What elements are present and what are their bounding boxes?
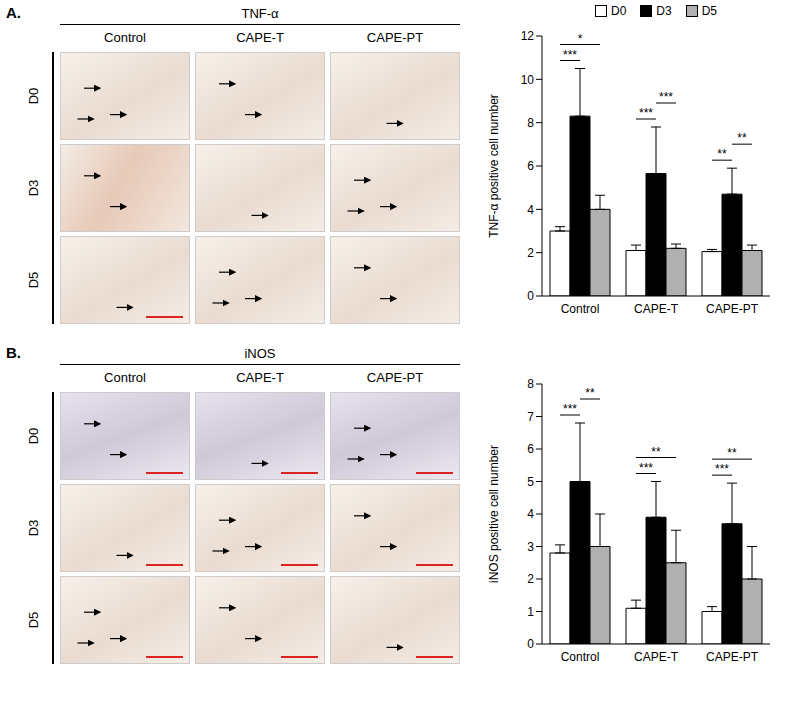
svg-text:6: 6 bbox=[527, 442, 534, 456]
svg-text:4: 4 bbox=[527, 203, 534, 217]
html-text:D0: D0 bbox=[26, 87, 41, 105]
svg-text:7: 7 bbox=[527, 410, 534, 424]
html-text:Control: Control bbox=[104, 30, 146, 45]
svg-text:CAPE-PT: CAPE-PT bbox=[706, 650, 759, 664]
html-text:D0: D0 bbox=[611, 4, 627, 18]
svg-text:10: 10 bbox=[521, 73, 535, 87]
html-text:iNOS: iNOS bbox=[244, 346, 276, 361]
svg-text:8: 8 bbox=[527, 377, 534, 391]
svg-text:3: 3 bbox=[527, 540, 534, 554]
html-text:TNF-α: TNF-α bbox=[241, 6, 279, 21]
svg-text:**: ** bbox=[651, 445, 661, 459]
svg-text:6: 6 bbox=[527, 159, 534, 173]
svg-text:iNOS positive cell number: iNOS positive cell number bbox=[487, 445, 501, 583]
svg-text:*: * bbox=[578, 32, 583, 46]
svg-text:***: *** bbox=[563, 402, 577, 416]
svg-text:8: 8 bbox=[527, 116, 534, 130]
svg-text:**: ** bbox=[727, 446, 737, 460]
html-text:D3: D3 bbox=[656, 4, 672, 18]
html-text:D3: D3 bbox=[26, 179, 41, 197]
svg-text:CAPE-PT: CAPE-PT bbox=[706, 302, 759, 316]
svg-text:***: *** bbox=[639, 106, 653, 120]
svg-text:2: 2 bbox=[527, 572, 534, 586]
svg-text:12: 12 bbox=[521, 29, 535, 43]
html-text:CAPE-T: CAPE-T bbox=[236, 370, 284, 385]
svg-text:1: 1 bbox=[527, 605, 534, 619]
html-text:Control: Control bbox=[104, 370, 146, 385]
svg-text:2: 2 bbox=[527, 246, 534, 260]
svg-text:***: *** bbox=[563, 48, 577, 62]
html-text:D5: D5 bbox=[26, 611, 41, 629]
html-text:A.: A. bbox=[6, 4, 21, 21]
svg-text:0: 0 bbox=[527, 289, 534, 303]
svg-text:***: *** bbox=[659, 90, 673, 104]
svg-text:4: 4 bbox=[527, 507, 534, 521]
html-text:CAPE-T: CAPE-T bbox=[236, 30, 284, 45]
html-text:D5: D5 bbox=[701, 4, 717, 18]
svg-text:**: ** bbox=[585, 386, 595, 400]
svg-text:0: 0 bbox=[527, 637, 534, 651]
html-text:D5: D5 bbox=[26, 271, 41, 289]
html-text:B.: B. bbox=[6, 344, 21, 361]
svg-text:CAPE-T: CAPE-T bbox=[634, 302, 679, 316]
html-text:CAPE-PT: CAPE-PT bbox=[366, 370, 424, 385]
svg-text:**: ** bbox=[717, 147, 727, 161]
svg-text:***: *** bbox=[715, 462, 729, 476]
svg-text:5: 5 bbox=[527, 475, 534, 489]
svg-text:CAPE-T: CAPE-T bbox=[634, 650, 679, 664]
svg-text:Control: Control bbox=[561, 650, 600, 664]
svg-text:***: *** bbox=[639, 461, 653, 475]
html-text:D3: D3 bbox=[26, 519, 41, 537]
html-text:CAPE-PT: CAPE-PT bbox=[366, 30, 424, 45]
svg-text:Control: Control bbox=[561, 302, 600, 316]
html-text:D0: D0 bbox=[26, 427, 41, 445]
svg-text:**: ** bbox=[737, 131, 747, 145]
svg-text:TNF-α positive cell number: TNF-α positive cell number bbox=[487, 94, 501, 238]
